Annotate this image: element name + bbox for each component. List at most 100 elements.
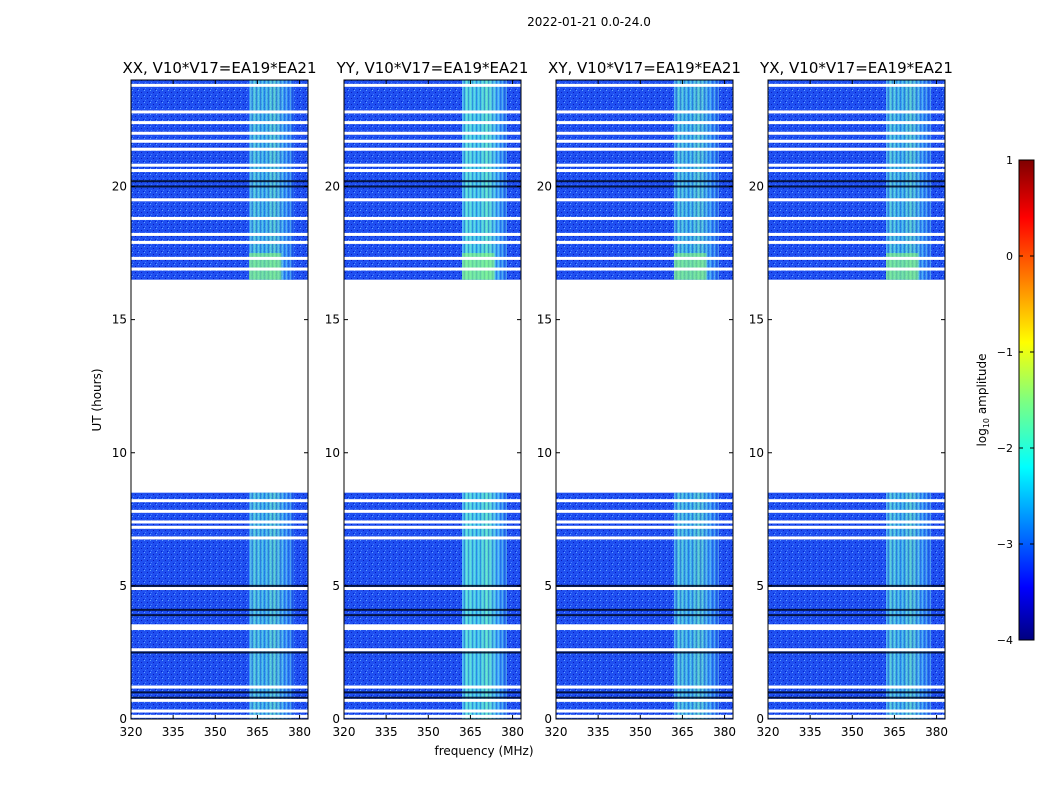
flagged-row	[131, 232, 308, 236]
flagged-row	[344, 198, 521, 202]
x-tick-label: 365	[459, 725, 482, 739]
x-tick-label: 320	[120, 725, 143, 739]
dark-row	[556, 180, 733, 183]
colorbar-label-rest: amplitude	[975, 354, 989, 418]
colorbar-tick-label: −3	[997, 538, 1013, 551]
flagged-row	[556, 626, 733, 630]
dark-row	[344, 651, 521, 654]
y-tick-label: 20	[537, 180, 552, 194]
x-tick-label: 350	[204, 725, 227, 739]
flagged-row	[768, 198, 945, 202]
flagged-row	[556, 648, 733, 652]
panel-frame	[343, 79, 522, 720]
panel-2: 320 335 350 365 380 0 5 10 15 20 XY, V10*V17=EA19*…	[537, 59, 741, 739]
rfi-band-texture	[249, 492, 294, 719]
flagged-row	[556, 110, 733, 114]
flagged-row	[344, 499, 521, 503]
y-tick-label: 0	[119, 712, 127, 726]
flagged-row	[344, 525, 521, 529]
y-tick-label: 10	[537, 446, 552, 460]
panel-title: YY, V10*V17=EA19*EA21	[336, 59, 529, 77]
flagged-row	[768, 626, 945, 630]
y-tick-label: 15	[325, 313, 340, 327]
x-tick-label: 350	[629, 725, 652, 739]
flagged-row	[131, 256, 308, 260]
dark-row	[556, 608, 733, 611]
dark-row	[344, 608, 521, 611]
flagged-row	[768, 648, 945, 652]
flagged-row	[768, 714, 945, 718]
flagged-row	[131, 240, 308, 244]
flagged-row	[131, 624, 308, 628]
x-tick-label: 365	[246, 725, 269, 739]
flagged-row	[556, 698, 733, 702]
flagged-row	[768, 169, 945, 173]
x-tick-label: 380	[925, 725, 948, 739]
x-tick-label: 365	[883, 725, 906, 739]
dark-row	[131, 180, 308, 183]
flagged-row	[768, 110, 945, 114]
flagged-row	[768, 509, 945, 513]
flagged-row	[768, 698, 945, 702]
flagged-row	[131, 267, 308, 271]
flagged-row	[131, 698, 308, 702]
flagged-row	[556, 509, 733, 513]
flagged-row	[556, 198, 733, 202]
dark-row	[768, 691, 945, 694]
dark-row	[344, 185, 521, 188]
flagged-row	[556, 163, 733, 167]
flagged-row	[768, 163, 945, 167]
flagged-row	[556, 709, 733, 713]
flagged-row	[344, 139, 521, 143]
panel-title: XX, V10*V17=EA19*EA21	[122, 59, 316, 77]
flagged-row	[768, 525, 945, 529]
x-tick-label: 335	[162, 725, 185, 739]
y-tick-label: 10	[749, 446, 764, 460]
flagged-row	[556, 169, 733, 173]
dark-row	[131, 614, 308, 617]
x-axis-label: frequency (MHz)	[434, 744, 533, 758]
rfi-band-texture	[462, 80, 507, 280]
flagged-row	[131, 169, 308, 173]
flagged-row	[344, 83, 521, 87]
flagged-row	[556, 587, 733, 591]
x-tick-label: 335	[375, 725, 398, 739]
rfi-band-texture	[674, 80, 719, 280]
x-tick-label: 335	[799, 725, 822, 739]
dark-row	[131, 696, 308, 699]
colorbar: −4 −3 −2 −1 0 1 log10 amplitude	[975, 154, 1035, 647]
flagged-row	[768, 685, 945, 689]
x-tick-label: 365	[671, 725, 694, 739]
flagged-row	[344, 648, 521, 652]
flagged-row	[556, 520, 733, 524]
flagged-row	[556, 536, 733, 540]
flagged-row	[556, 232, 733, 236]
flagged-row	[768, 267, 945, 271]
flagged-row	[131, 714, 308, 718]
flagged-row	[344, 267, 521, 271]
flagged-row	[556, 267, 733, 271]
flagged-row	[131, 536, 308, 540]
y-tick-label: 5	[332, 579, 340, 593]
panel-frame	[130, 79, 309, 720]
flagged-row	[768, 232, 945, 236]
rfi-band-texture	[462, 492, 507, 719]
y-tick-label: 0	[332, 712, 340, 726]
flagged-row	[768, 520, 945, 524]
flagged-row	[556, 624, 733, 628]
flagged-row	[768, 587, 945, 591]
flagged-row	[556, 83, 733, 87]
flagged-row	[131, 626, 308, 630]
colorbar-label: log10 amplitude	[975, 354, 991, 447]
flagged-row	[344, 232, 521, 236]
dark-row	[556, 691, 733, 694]
x-tick-label: 350	[417, 725, 440, 739]
flagged-row	[131, 121, 308, 125]
flagged-row	[344, 698, 521, 702]
x-tick-label: 320	[545, 725, 568, 739]
rfi-band-texture	[886, 492, 931, 719]
flagged-row	[131, 499, 308, 503]
panel-title: YX, V10*V17=EA19*EA21	[759, 59, 953, 77]
flagged-row	[556, 525, 733, 529]
flagged-row	[131, 147, 308, 151]
